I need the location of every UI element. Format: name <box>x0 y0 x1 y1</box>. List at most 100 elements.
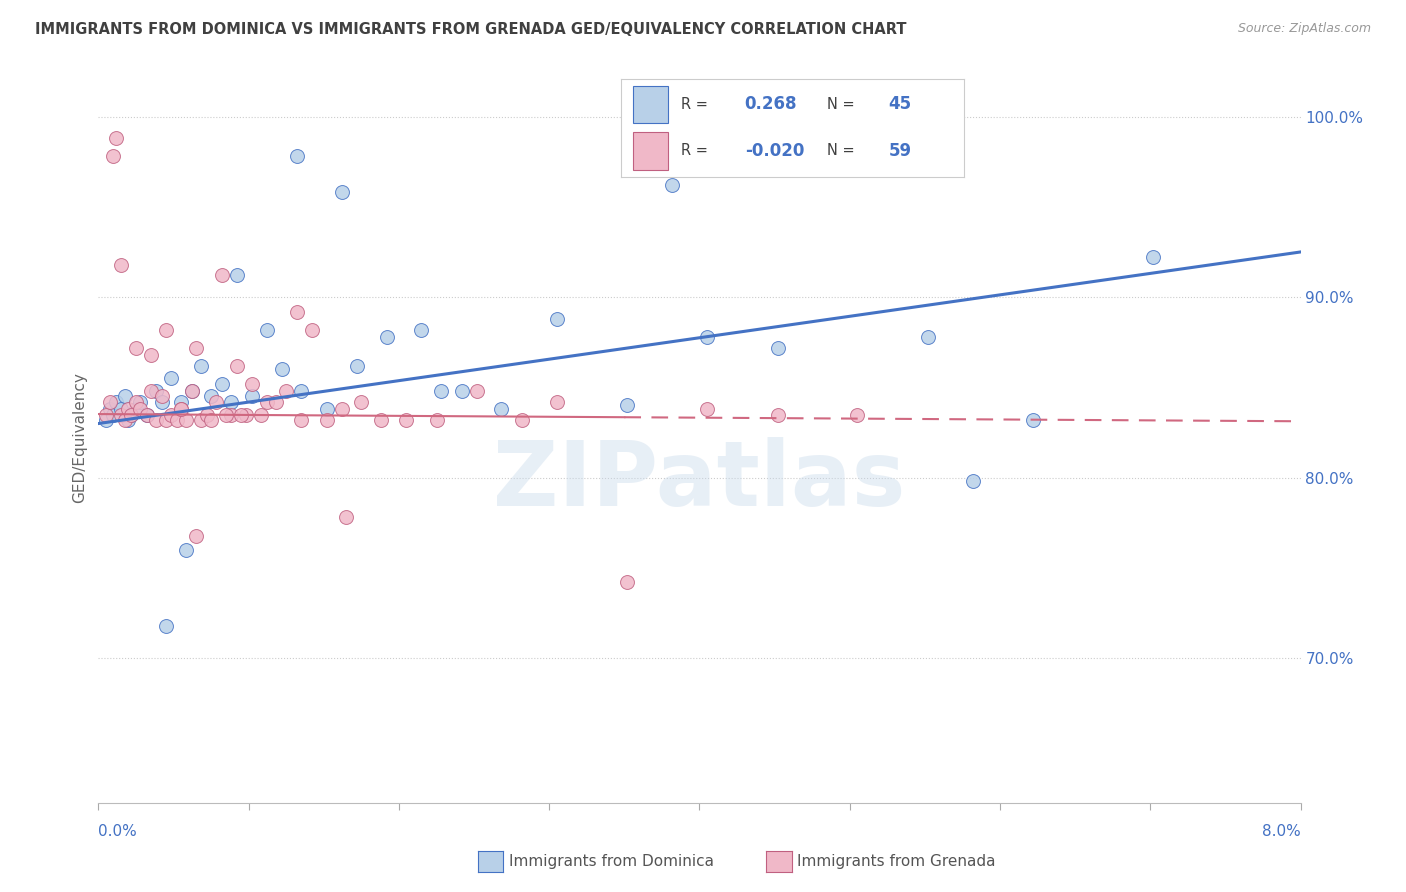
Point <box>256 323 278 337</box>
Point <box>105 395 128 409</box>
Point <box>110 258 132 272</box>
Point <box>510 413 533 427</box>
Point <box>117 402 139 417</box>
Point <box>200 413 222 427</box>
Point <box>174 543 197 558</box>
Text: 0.0%: 0.0% <box>98 824 138 838</box>
Text: Source: ZipAtlas.com: Source: ZipAtlas.com <box>1237 22 1371 36</box>
Point <box>180 384 202 398</box>
Point <box>184 341 207 355</box>
Point <box>616 399 638 413</box>
Point <box>350 395 373 409</box>
Point <box>195 408 218 422</box>
Point <box>159 371 181 385</box>
Point <box>135 408 157 422</box>
Point <box>150 389 173 403</box>
Point <box>159 408 181 422</box>
Text: Immigrants from Grenada: Immigrants from Grenada <box>797 855 995 869</box>
Text: IMMIGRANTS FROM DOMINICA VS IMMIGRANTS FROM GRENADA GED/EQUIVALENCY CORRELATION : IMMIGRANTS FROM DOMINICA VS IMMIGRANTS F… <box>35 22 907 37</box>
Point <box>121 408 143 422</box>
Point <box>346 359 368 373</box>
Point <box>285 304 308 318</box>
Point <box>451 384 474 398</box>
Point <box>766 408 789 422</box>
Point <box>489 402 512 417</box>
Point <box>276 384 298 398</box>
Point <box>335 510 357 524</box>
Point <box>170 402 193 417</box>
Point <box>315 413 337 427</box>
Point <box>696 330 718 344</box>
Point <box>145 384 167 398</box>
Point <box>290 384 312 398</box>
Point <box>103 408 125 422</box>
Point <box>661 178 683 193</box>
Point <box>219 395 242 409</box>
Point <box>1142 251 1164 265</box>
Point <box>129 402 152 417</box>
Point <box>94 413 117 427</box>
Point <box>125 402 148 417</box>
Point <box>139 384 162 398</box>
Point <box>139 348 162 362</box>
Point <box>155 413 177 427</box>
Point <box>240 376 263 391</box>
Point <box>465 384 488 398</box>
Point <box>290 413 312 427</box>
Point <box>155 619 177 633</box>
Point <box>94 408 117 422</box>
Text: Immigrants from Dominica: Immigrants from Dominica <box>509 855 714 869</box>
Point <box>425 413 447 427</box>
Point <box>231 408 253 422</box>
Point <box>917 330 939 344</box>
Point <box>190 413 212 427</box>
Point <box>150 395 173 409</box>
Point <box>225 359 247 373</box>
Point <box>174 413 197 427</box>
Text: ZIPatlas: ZIPatlas <box>494 437 905 525</box>
Point <box>301 323 323 337</box>
Point <box>225 268 247 283</box>
Point <box>330 402 353 417</box>
Point <box>114 413 136 427</box>
Point <box>546 311 568 326</box>
Point <box>211 376 233 391</box>
Point <box>696 402 718 417</box>
Point <box>100 402 122 417</box>
Point <box>121 408 143 422</box>
Point <box>264 395 287 409</box>
Point <box>1022 413 1045 427</box>
Point <box>114 389 136 403</box>
Y-axis label: GED/Equivalency: GED/Equivalency <box>72 372 87 502</box>
Point <box>249 408 271 422</box>
Point <box>219 408 242 422</box>
Point <box>129 395 152 409</box>
Point <box>215 408 238 422</box>
Point <box>846 408 869 422</box>
Point <box>395 413 418 427</box>
Point <box>235 408 257 422</box>
Point <box>330 186 353 200</box>
Point <box>170 402 193 417</box>
Point <box>240 389 263 403</box>
Point <box>110 408 132 422</box>
Point <box>616 575 638 590</box>
Point <box>315 402 337 417</box>
Point <box>211 268 233 283</box>
Point <box>546 395 568 409</box>
Point <box>962 475 984 489</box>
Point <box>430 384 453 398</box>
Point <box>170 395 193 409</box>
Point <box>105 131 128 145</box>
Point <box>184 528 207 542</box>
Point <box>135 408 157 422</box>
Point <box>145 413 167 427</box>
Point <box>285 149 308 163</box>
Point <box>155 323 177 337</box>
Text: 8.0%: 8.0% <box>1261 824 1301 838</box>
Point <box>180 384 202 398</box>
Point <box>103 149 125 163</box>
Point <box>125 341 148 355</box>
Point <box>256 395 278 409</box>
Point <box>190 359 212 373</box>
